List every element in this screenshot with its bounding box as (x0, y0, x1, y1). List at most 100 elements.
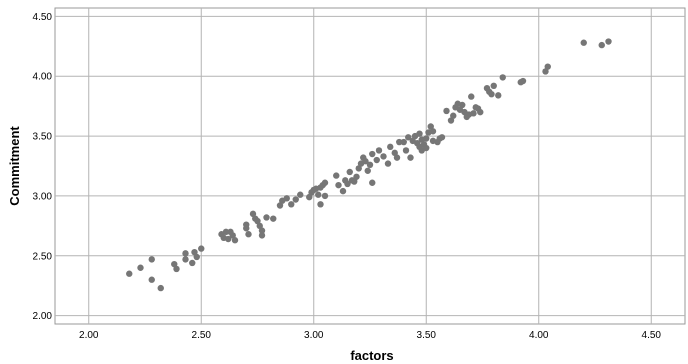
data-point (335, 181, 342, 189)
data-point (256, 222, 263, 230)
data-point (288, 201, 295, 208)
y-tick-label: 4.50 (33, 12, 53, 23)
y-tick-label: 3.00 (33, 191, 53, 202)
data-point (450, 112, 457, 119)
data-point (193, 253, 200, 261)
x-tick-label: 3.00 (304, 330, 324, 341)
data-point (126, 270, 133, 277)
data-point (416, 130, 423, 137)
data-point (351, 178, 358, 185)
data-point (369, 150, 376, 158)
data-point (519, 77, 527, 85)
x-axis-title: factors (350, 348, 393, 363)
data-point (373, 156, 380, 164)
data-point (333, 172, 340, 179)
y-tick-label: 3.50 (33, 132, 53, 143)
data-point (258, 227, 266, 234)
data-point (396, 138, 403, 146)
data-point (438, 134, 446, 141)
data-point (321, 192, 329, 200)
data-point (423, 144, 430, 152)
data-point (355, 165, 362, 172)
x-tick-label: 3.50 (417, 330, 437, 341)
data-point (173, 265, 180, 273)
data-point (427, 123, 434, 130)
data-point (189, 259, 196, 267)
y-tick-label: 2.50 (33, 251, 53, 262)
data-point (148, 276, 155, 283)
data-point (477, 108, 484, 116)
data-point (321, 179, 329, 186)
x-tick-label: 4.00 (529, 330, 549, 341)
data-point (263, 214, 270, 221)
x-tick-label: 2.50 (192, 330, 212, 341)
data-point (171, 260, 178, 268)
data-point (243, 225, 250, 232)
data-point (580, 39, 587, 46)
data-point (276, 202, 284, 209)
data-point (470, 110, 477, 117)
data-point (297, 191, 304, 198)
x-tick-label: 2.00 (79, 330, 99, 341)
data-point (270, 215, 277, 222)
y-tick-label: 2.00 (33, 311, 53, 322)
data-points (126, 38, 612, 292)
data-point (191, 248, 198, 256)
data-point (490, 82, 497, 90)
data-point (542, 68, 549, 75)
data-point (157, 284, 164, 292)
data-point (182, 256, 189, 263)
data-point (258, 232, 266, 239)
data-point (182, 250, 189, 257)
y-axis-title: Commitment (7, 126, 22, 206)
data-point (468, 93, 475, 100)
data-point (225, 235, 232, 243)
data-point (231, 237, 239, 244)
data-point (544, 63, 551, 70)
data-point (364, 167, 371, 174)
data-point (369, 179, 376, 186)
data-point (292, 196, 299, 203)
data-point (387, 143, 394, 151)
data-point (384, 160, 392, 167)
data-point (362, 158, 369, 165)
data-point (198, 245, 205, 252)
data-point (137, 264, 144, 271)
y-gridlines (55, 15, 685, 317)
data-point (391, 149, 398, 157)
x-tick-labels: 2.00 2.50 3.00 3.50 4.00 4.50 (79, 330, 661, 341)
data-point (423, 135, 430, 142)
data-point (459, 101, 466, 109)
data-point (495, 92, 502, 99)
data-point (447, 117, 455, 124)
data-point (353, 173, 360, 180)
data-point (346, 168, 353, 176)
data-point (393, 154, 401, 161)
data-point (254, 217, 261, 225)
data-point (598, 41, 605, 49)
x-tick-label: 4.50 (642, 330, 662, 341)
data-point (148, 256, 155, 263)
data-point (407, 154, 414, 161)
data-point (229, 232, 236, 239)
data-point (245, 231, 252, 238)
y-tick-labels: 2.00 2.50 3.00 3.50 4.00 4.50 (33, 12, 53, 322)
data-point (405, 134, 412, 141)
data-point (402, 147, 410, 154)
data-point (283, 195, 290, 202)
x-gridlines (88, 8, 652, 324)
data-point (306, 193, 313, 201)
y-tick-label: 4.00 (33, 72, 53, 83)
data-point (443, 107, 450, 115)
data-point (499, 74, 506, 81)
data-point (380, 153, 387, 160)
data-point (429, 128, 437, 135)
data-point (315, 191, 322, 198)
data-point (339, 187, 347, 195)
data-point (249, 210, 257, 218)
data-point (344, 180, 351, 188)
data-point (222, 228, 230, 236)
data-point (488, 90, 495, 98)
data-point (366, 161, 374, 169)
data-point (605, 38, 612, 45)
